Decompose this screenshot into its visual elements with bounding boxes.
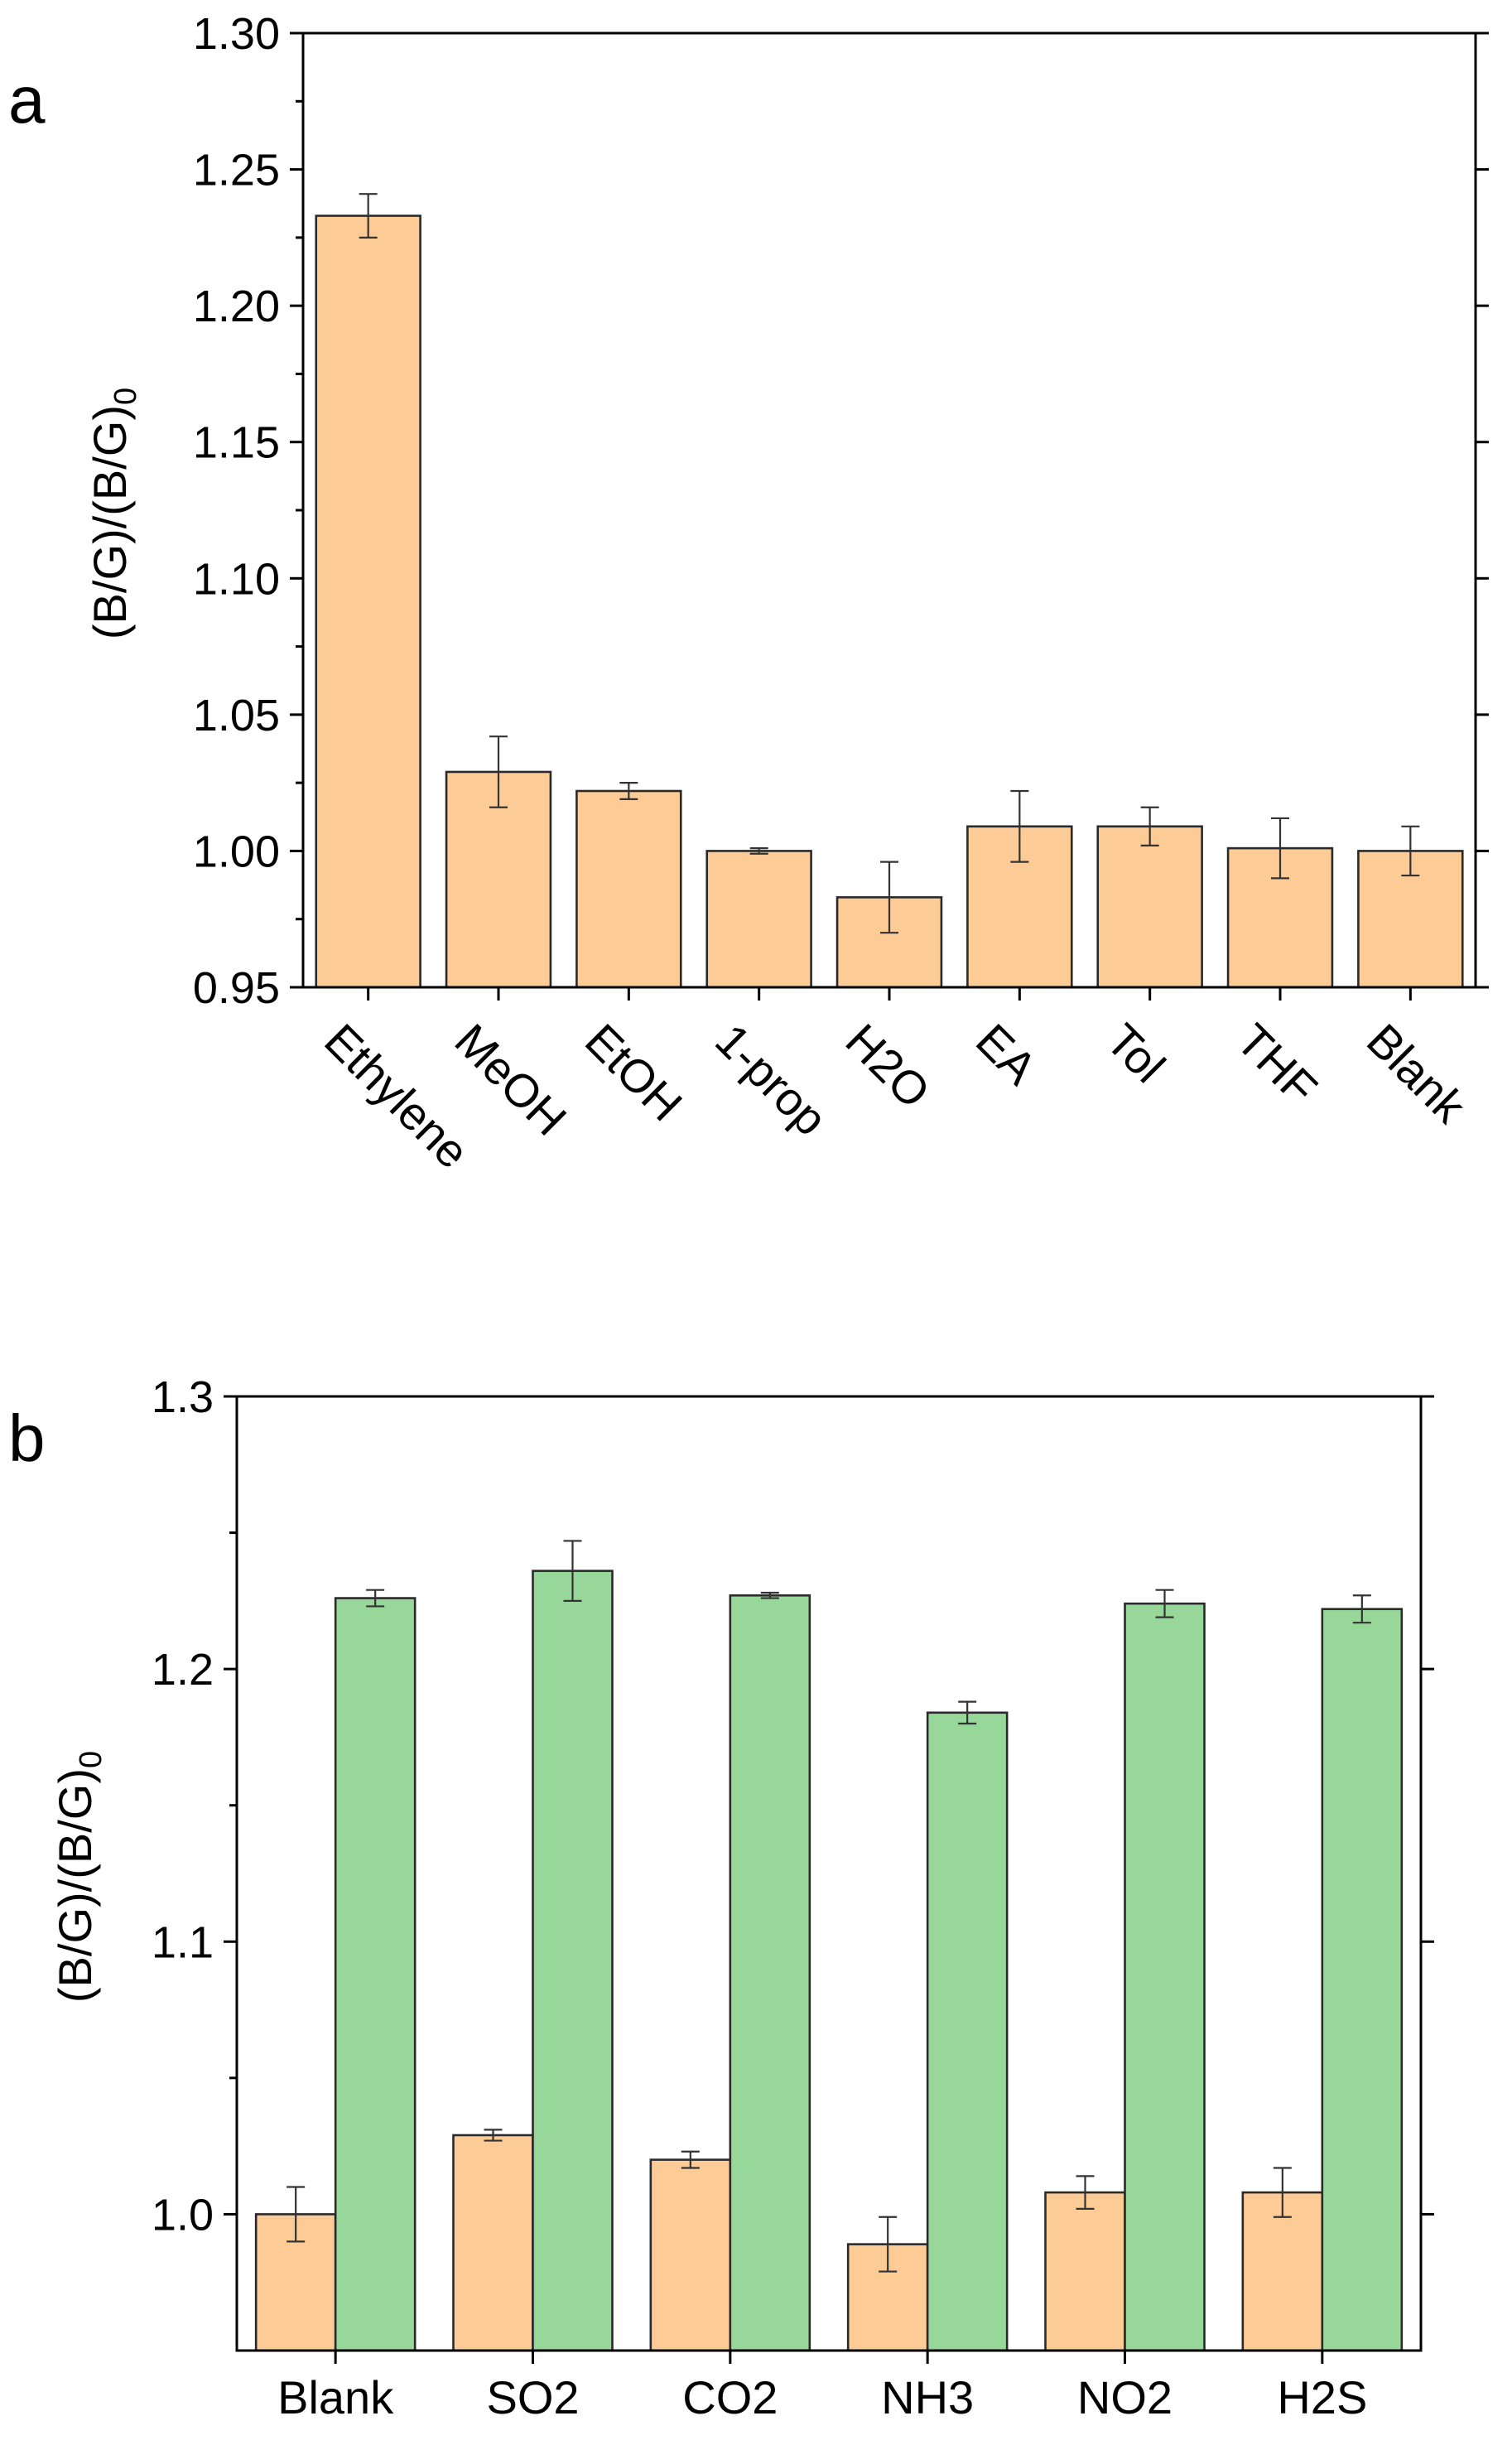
error-bars-a <box>359 193 1420 934</box>
x-tick-label-b: H2S <box>1277 2371 1367 2423</box>
y-tick-label-a: 1.15 <box>193 418 280 468</box>
bar-b-s2-nh3 <box>926 1711 1009 2352</box>
y-tick-label-a: 0.95 <box>193 963 280 1013</box>
svg-text:(B/G)/(B/G)0: (B/G)/(B/G)0 <box>49 1751 108 2003</box>
y-axis-title-subscript-a: 0 <box>108 388 143 405</box>
error-bar-a-tol <box>1140 806 1159 846</box>
y-tick-label-a: 1.05 <box>193 691 280 740</box>
error-bar-b-s1-so2 <box>484 2129 503 2142</box>
bar-b-s1-no2 <box>1044 2191 1126 2352</box>
error-bar-b-s1-nh3 <box>879 2216 898 2273</box>
y-tick-label-b: 1.0 <box>152 2190 214 2240</box>
y-axis-title-a: (B/G)/(B/G)0 <box>84 388 143 639</box>
x-tick-label-a: H2O <box>836 1014 941 1118</box>
x-tick-label-b: SO2 <box>486 2371 579 2423</box>
error-bar-a-etoh <box>619 782 638 800</box>
x-tick-label-a: MeOH <box>445 1014 577 1145</box>
x-tick-label-b: Blank <box>277 2371 394 2423</box>
y-ticks-a: 1.30 1.25 1.20 1.15 1.10 1.05 1.00 0.95 <box>193 9 1489 1013</box>
y-tick-label-b: 1.3 <box>152 1372 214 1422</box>
error-bar-b-s1-co2 <box>681 2150 700 2169</box>
x-tick-label-a: Blank <box>1357 1014 1476 1133</box>
error-bar-b-s2-no2 <box>1155 1589 1174 1618</box>
bar-b-s2-h2s <box>1321 1608 1404 2352</box>
x-tick-label-b: CO2 <box>682 2371 778 2423</box>
error-bar-a-blank <box>1401 825 1420 877</box>
bars-b <box>254 1570 1404 2352</box>
x-tick-label-b: NH3 <box>881 2371 974 2423</box>
panel-label-b: b <box>8 1401 46 1475</box>
error-bar-b-s2-so2 <box>563 1540 582 1602</box>
x-tick-label-a: Tol <box>1096 1014 1175 1092</box>
x-tick-label-a: THF <box>1227 1014 1328 1115</box>
y-tick-label-a: 1.10 <box>193 554 280 604</box>
error-bars-b <box>287 1540 1371 2273</box>
x-tick-label-a: Ethylene <box>315 1014 479 1179</box>
bar-a-ethylene <box>315 215 421 989</box>
error-bar-b-s2-h2s <box>1352 1594 1371 1624</box>
y-tick-label-a: 1.20 <box>193 282 280 331</box>
svg-text:(B/G)/(B/G)0: (B/G)/(B/G)0 <box>84 388 143 639</box>
error-bar-a-h2o <box>880 861 898 934</box>
y-axis-title-text-b: (B/G)/(B/G) <box>49 1768 101 2003</box>
error-bar-b-s2-blank <box>366 1589 385 1608</box>
error-bar-a-ethylene <box>359 193 378 239</box>
x-tick-label-a: EA <box>966 1014 1047 1095</box>
bar-b-s2-so2 <box>532 1570 614 2352</box>
error-bar-a-meoh <box>489 735 508 808</box>
y-tick-label-b: 1.1 <box>152 1917 214 1967</box>
bar-b-s1-co2 <box>649 2158 732 2352</box>
bar-b-s2-blank <box>334 1597 417 2352</box>
plot-frame-b <box>235 1395 1423 2352</box>
error-bar-b-s1-blank <box>287 2186 306 2243</box>
y-axis-title-text-a: (B/G)/(B/G) <box>84 405 136 639</box>
chart-panel-b: b (B/G)/(B/G)0 1.3 1.2 1.1 1.0 Blank SO2 CO2 N… <box>8 1372 1434 2423</box>
bar-a-etoh <box>575 789 682 989</box>
error-bar-b-s1-h2s <box>1273 2167 1292 2218</box>
y-tick-label-a: 1.25 <box>193 146 280 195</box>
error-bar-a-thf <box>1271 817 1289 880</box>
error-bar-b-s2-nh3 <box>958 1700 977 1725</box>
bar-b-s2-co2 <box>729 1594 811 2352</box>
x-tick-label-a: 1-prop <box>705 1014 837 1145</box>
y-axis-title-b: (B/G)/(B/G)0 <box>49 1751 108 2003</box>
panel-label-a: a <box>8 63 46 137</box>
y-tick-label-b: 1.2 <box>152 1645 214 1695</box>
bar-a-1-prop <box>705 850 812 989</box>
error-bar-b-s2-co2 <box>760 1591 779 1599</box>
bar-b-s1-h2s <box>1241 2191 1324 2352</box>
bar-a-tol <box>1096 825 1203 989</box>
bar-b-s1-so2 <box>452 2134 534 2352</box>
y-tick-label-a: 1.00 <box>193 827 280 876</box>
error-bar-a-1-prop <box>749 847 768 855</box>
error-bar-b-s1-no2 <box>1076 2175 1095 2210</box>
y-ticks-b: 1.3 1.2 1.1 1.0 <box>152 1372 1434 2240</box>
bar-b-s2-no2 <box>1124 1602 1206 2352</box>
y-axis-title-subscript-b: 0 <box>74 1751 108 1768</box>
chart-panel-a: a (B/G)/(B/G)0 1.301.251.201.151.101.051… <box>8 9 1489 1179</box>
error-bar-a-ea <box>1010 789 1029 863</box>
x-tick-label-b: NO2 <box>1077 2371 1173 2423</box>
y-tick-label-a: 1.30 <box>193 9 280 59</box>
x-tick-label-a: EtOH <box>575 1014 692 1131</box>
x-ticks-b: Blank SO2 CO2 NH3 NO2 H2S <box>277 2351 1367 2423</box>
